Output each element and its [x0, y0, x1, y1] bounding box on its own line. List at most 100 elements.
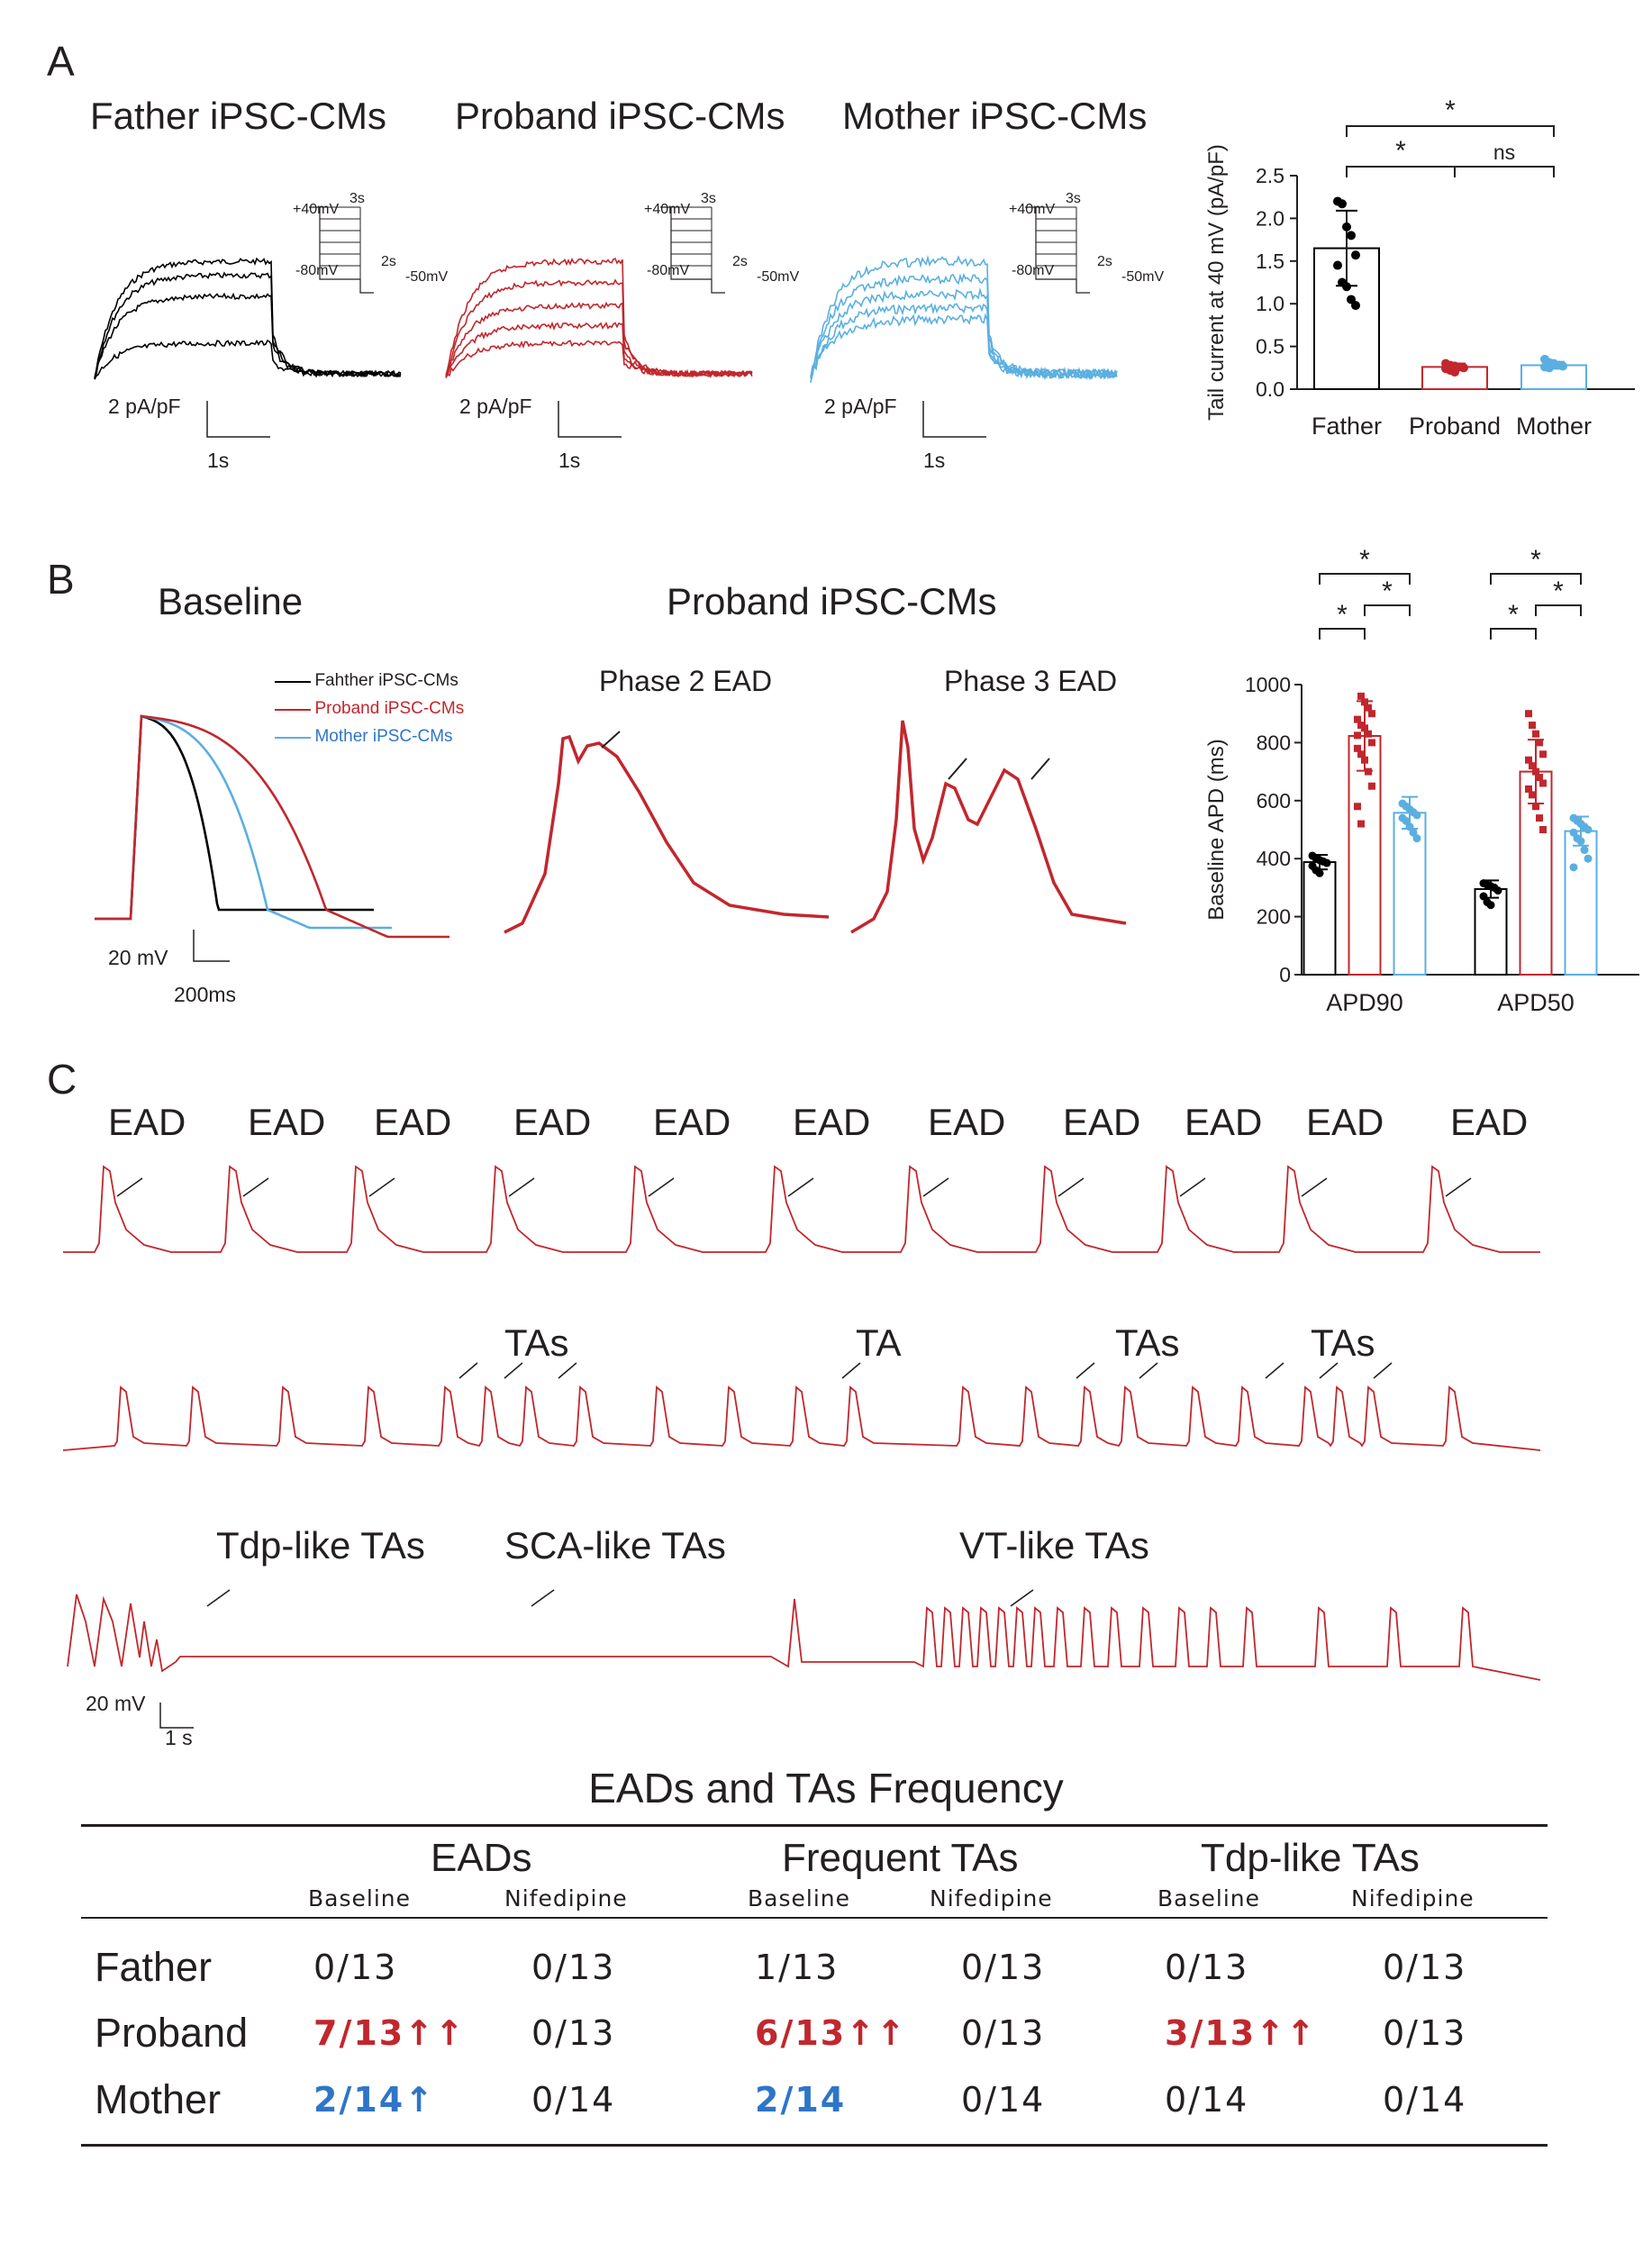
legend-label-proband: Proband iPSC-CMs: [314, 699, 465, 718]
ead-arrow: [116, 1177, 143, 1197]
data-point: [1525, 785, 1532, 793]
subheader-6: Nifedipine: [1351, 1885, 1475, 1911]
ta-arrow: [504, 1362, 523, 1379]
scale-x-label: 1s: [923, 449, 946, 472]
data-point: [1405, 822, 1414, 831]
trace-row-tas: [62, 1385, 1541, 1451]
ta-label: TAs: [1115, 1321, 1180, 1364]
significance-bracket: [1346, 166, 1456, 177]
significance-bracket: [1490, 628, 1537, 640]
cell-proband-5: 3/13↑↑: [1165, 2013, 1317, 2053]
data-point: [1409, 828, 1418, 837]
cell-mother-3: 2/14: [755, 2080, 847, 2120]
phase3-title: Phase 3 EAD: [944, 665, 1118, 697]
scale-bar: [206, 401, 270, 438]
ead-arrow: [1057, 1177, 1085, 1197]
scale-x-label: 1s: [558, 449, 581, 472]
x-tick-label-mother: Mother: [1516, 413, 1592, 440]
legend-swatch-father: [275, 680, 311, 683]
ead-arrow: [1030, 758, 1050, 780]
ta-arrow: [1319, 1362, 1339, 1379]
significance-label: *: [1395, 136, 1406, 166]
y-tick-label: 600: [1257, 789, 1291, 813]
data-point: [1580, 846, 1589, 855]
data-point: [1368, 710, 1375, 718]
data-point: [1412, 811, 1421, 820]
panel-a-current-traces: [94, 206, 1118, 438]
y-axis-label: Baseline APD (ms): [1204, 739, 1229, 920]
current-trace: [94, 271, 402, 378]
significance-label: *: [1445, 95, 1456, 125]
significance-label: *: [1530, 549, 1541, 575]
data-point: [1351, 250, 1360, 260]
data-point: [1529, 791, 1536, 799]
y-tick-label: 1.0: [1256, 292, 1284, 315]
subheader-4: Nifedipine: [930, 1885, 1053, 1911]
cell-mother-6: 0/14: [1383, 2080, 1467, 2120]
subheader-1: Baseline: [308, 1885, 411, 1911]
data-point: [1347, 231, 1356, 241]
y-tick-label: 0.5: [1256, 335, 1284, 359]
ead-label: EAD: [108, 1101, 186, 1143]
cell-proband-2: 0/13: [531, 2013, 616, 2053]
current-trace: [445, 301, 753, 378]
ta-arrow: [458, 1362, 478, 1379]
trace-row-arrhythmia: [67, 1594, 1541, 1681]
data-point: [1450, 368, 1459, 377]
baseline-title: Baseline: [158, 580, 304, 622]
data-point: [1539, 750, 1547, 758]
significance-bracket: [1535, 604, 1582, 616]
ead-arrow: [948, 758, 967, 780]
data-point: [1536, 739, 1543, 747]
y-tick-label: 2.5: [1256, 164, 1284, 187]
panel-label-b: B: [47, 556, 75, 603]
scale-x-label: 1s: [207, 449, 230, 472]
protocol-top-label: +40mV: [1009, 202, 1056, 217]
significance-label: *: [1382, 577, 1393, 606]
ead-label: EAD: [1063, 1101, 1140, 1143]
significance-label: *: [1508, 600, 1519, 630]
cell-mother-2: 0/14: [531, 2080, 616, 2120]
trace-title-mother: Mother iPSC-CMs: [842, 95, 1148, 137]
significance-label: ns: [1493, 141, 1515, 164]
data-point: [1539, 779, 1547, 787]
legend-swatch-proband: [275, 708, 311, 711]
significance-bracket: [1364, 604, 1411, 616]
ead-arrow: [601, 731, 621, 749]
ead-arrow: [242, 1177, 269, 1197]
ap-trace-phase3-ead: [850, 720, 1127, 934]
ta-arrow: [1139, 1362, 1158, 1379]
arrhythmia-arrow: [206, 1589, 231, 1607]
arrhythmia-arrow: [1010, 1589, 1034, 1607]
protocol-bottom-label: -80mV: [647, 263, 690, 278]
y-tick-label: 0: [1279, 963, 1291, 986]
data-point: [1402, 816, 1411, 825]
significance-bracket: [1319, 573, 1411, 585]
significance-bracket: [1346, 125, 1555, 137]
x-tick-label-proband: Proband: [1409, 413, 1501, 440]
cell-proband-4: 0/13: [961, 2013, 1046, 2053]
panel-label-a: A: [47, 38, 75, 85]
ead-arrow: [648, 1177, 675, 1197]
current-trace: [445, 278, 753, 378]
ta-label: TAs: [504, 1321, 569, 1364]
data-point: [1333, 260, 1342, 270]
protocol-t1-label: 3s: [1066, 191, 1081, 206]
table-rule-bottom: [81, 2144, 1548, 2147]
data-point: [1545, 363, 1554, 373]
y-tick-label: 800: [1257, 731, 1291, 754]
data-point: [1525, 756, 1532, 764]
y-tick-label: 1.5: [1256, 250, 1284, 273]
data-point: [1539, 826, 1547, 833]
scale-bar: [558, 401, 622, 438]
header-tdp-like-tas: Tdp-like TAs: [1201, 1836, 1420, 1880]
protocol-tail-label: -50mV: [1121, 269, 1165, 285]
data-point: [1338, 199, 1347, 209]
ta-arrow: [1265, 1362, 1284, 1379]
data-point: [1357, 750, 1365, 758]
cell-father-4: 0/13: [961, 1948, 1046, 1987]
data-point: [1459, 363, 1468, 373]
ead-label: EAD: [653, 1101, 731, 1143]
data-point: [1479, 892, 1488, 901]
cell-proband-3: 6/13↑↑: [755, 2013, 907, 2053]
